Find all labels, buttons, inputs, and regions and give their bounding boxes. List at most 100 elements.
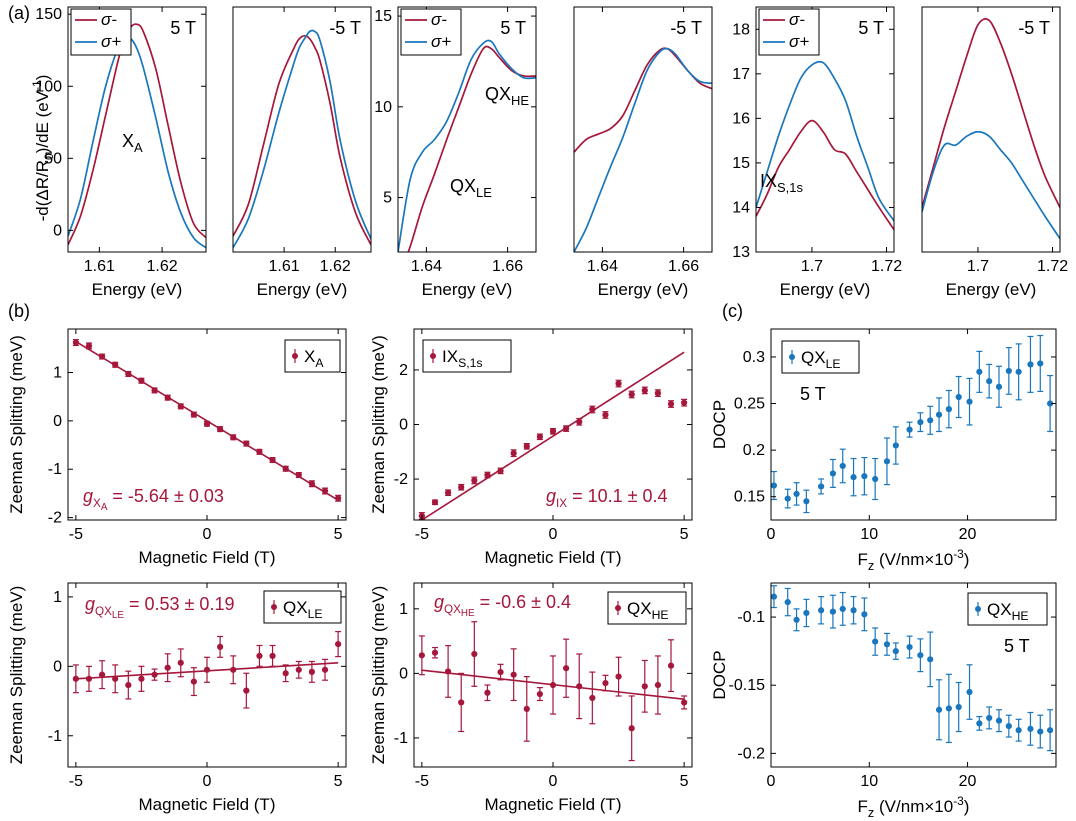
y-tick-label: 0.2: [743, 442, 765, 459]
data-point: [471, 477, 478, 484]
data-point: [230, 434, 237, 441]
series-line-sigma-plus: [756, 60, 894, 222]
data-point: [85, 675, 93, 682]
y-tick-label: 0: [399, 417, 408, 434]
g-factor-annotation: gIX = 10.1 ± 0.4: [546, 486, 668, 510]
data-point: [282, 465, 289, 472]
data-point: [681, 399, 688, 406]
legend-label: QXHE: [627, 599, 669, 622]
y-tick-label: -2: [394, 471, 408, 488]
legend-box: [758, 8, 820, 56]
legend-label: σ-: [101, 10, 117, 29]
data-point: [177, 659, 184, 666]
legend-box: [422, 339, 512, 373]
plot-frame: [770, 582, 1057, 768]
data-point: [164, 394, 171, 401]
g-factor-annotation: gQXLE = 0.53 ± 0.19: [85, 594, 234, 621]
data-point: [444, 489, 452, 496]
plot-frame: [232, 6, 372, 253]
legend-box: [70, 8, 132, 56]
data-point: [986, 714, 993, 722]
plot-frame: [397, 6, 537, 253]
y-axis-label: Zeeman Splitting (meV): [369, 586, 388, 765]
data-point: [872, 475, 879, 483]
data-point: [784, 495, 791, 502]
y-tick-label: 15: [732, 155, 750, 172]
data-point: [955, 703, 962, 711]
y-tick-label: 50: [44, 150, 62, 167]
y-tick-label: 13: [732, 244, 750, 261]
data-point: [829, 608, 837, 615]
y-tick-label: -1: [394, 730, 408, 747]
data-point: [803, 498, 810, 505]
y-axis-label: DOCP: [710, 650, 729, 699]
x-tick-label: 1.64: [411, 258, 442, 275]
data-point: [576, 683, 583, 690]
data-point: [589, 694, 596, 702]
data-point: [243, 440, 250, 447]
y-tick-label: 10: [374, 99, 392, 116]
data-point: [615, 380, 622, 387]
data-point: [151, 387, 158, 394]
data-point: [431, 499, 439, 506]
data-point: [1005, 723, 1012, 730]
x-tick-label: 0: [767, 773, 776, 790]
plot-frame: [921, 6, 1061, 253]
y-tick-label: 0: [399, 665, 408, 682]
plot-frame: [770, 328, 1057, 521]
data-point: [510, 671, 517, 678]
x-tick-label: 1.66: [492, 258, 523, 275]
legend-box: [967, 592, 1048, 626]
data-point: [151, 671, 158, 678]
x-tick-label: 20: [959, 526, 977, 543]
legend-label: σ+: [431, 32, 451, 51]
data-point: [536, 433, 543, 440]
legend-label: QXLE: [283, 598, 323, 621]
chart-a1: 1.61 1.62 0 50 100 150 Energy (eV) 5 T σ-σ+ XA: [35, 6, 207, 299]
y-axis-label: Zeeman Splitting (meV): [7, 335, 26, 514]
data-point: [549, 428, 557, 435]
x-axis-label: Energy (eV): [92, 280, 183, 299]
y-tick-label: -1: [48, 461, 62, 478]
x-axis-label: Magnetic Field (T): [139, 795, 276, 814]
data-point: [1027, 361, 1034, 368]
data-point: [164, 664, 171, 671]
data-point: [935, 411, 943, 418]
x-tick-label: 0: [767, 526, 776, 543]
x-tick-label: 1.72: [1037, 258, 1068, 275]
field-label: -5 T: [329, 18, 361, 38]
peak-annotation: QXLE: [450, 176, 492, 200]
data-point: [295, 471, 302, 479]
y-axis-label: Zeeman Splitting (meV): [7, 586, 26, 765]
data-point: [861, 611, 868, 618]
data-point: [523, 705, 530, 712]
data-point: [818, 483, 825, 490]
chart-a2: 1.61 1.62 Energy (eV) -5 T: [232, 6, 372, 299]
data-point: [497, 668, 504, 676]
data-point: [995, 717, 1003, 724]
x-axis-label: Magnetic Field (T): [139, 548, 276, 567]
y-tick-label: 16: [732, 110, 750, 127]
y-tick-label: 0: [53, 413, 62, 430]
data-point: [256, 652, 263, 660]
x-tick-label: 10: [860, 773, 878, 790]
data-point: [1005, 367, 1012, 375]
data-point: [125, 370, 132, 378]
data-point: [321, 666, 329, 673]
data-point: [628, 725, 635, 732]
legend-marker: [789, 354, 795, 360]
y-tick-label: -0.1: [737, 609, 765, 626]
data-point: [602, 679, 609, 687]
legend-marker: [292, 353, 298, 359]
data-point: [138, 377, 145, 384]
data-point: [497, 467, 504, 474]
data-point: [576, 418, 583, 425]
data-point: [976, 368, 983, 375]
x-tick-label: 20: [959, 773, 977, 790]
data-point: [654, 390, 662, 397]
series-line-sigma-minus: [574, 47, 712, 153]
data-point: [935, 706, 943, 713]
data-point: [602, 411, 609, 419]
data-point: [138, 675, 145, 682]
x-tick-label: -5: [415, 526, 429, 543]
